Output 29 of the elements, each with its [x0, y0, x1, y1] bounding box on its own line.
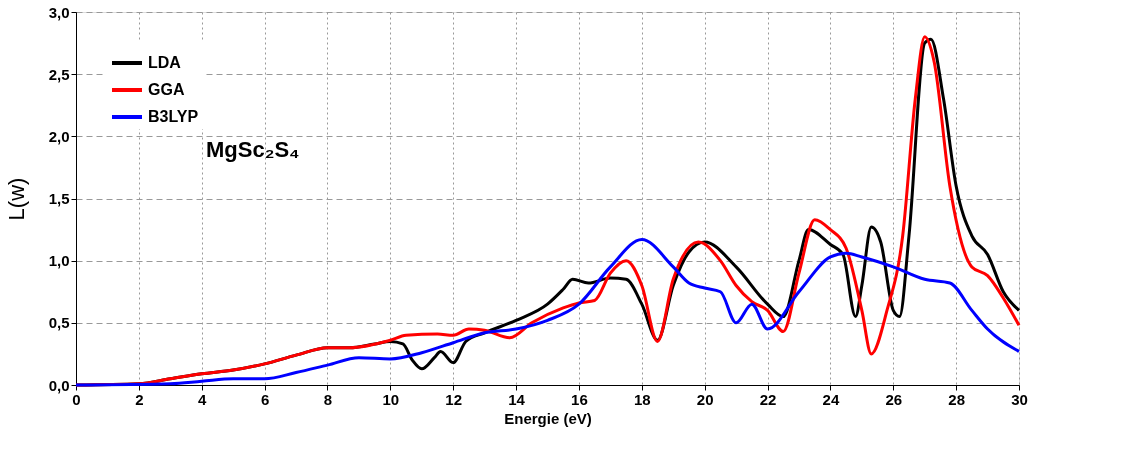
y-tick-label: 3,0 [48, 3, 70, 21]
x-tick-label: 8 [323, 390, 333, 408]
y-tick-label: 2,5 [48, 65, 70, 83]
legend-label: GGA [148, 81, 185, 98]
y-axis-title: L(w) [3, 177, 29, 221]
y-tick-label: 0,5 [48, 314, 70, 332]
x-tick-label: 16 [571, 390, 588, 408]
x-tick-label: 2 [135, 390, 144, 408]
x-tick-label: 22 [759, 390, 777, 408]
legend-label: LDA [148, 54, 182, 71]
x-tick-label: 30 [1011, 390, 1028, 408]
y-tick-label: 1,5 [48, 190, 70, 207]
x-tick-label: 6 [260, 390, 270, 408]
x-tick-label: 24 [822, 390, 840, 408]
x-tick-label: 20 [696, 390, 714, 408]
legend-label: B3LYP [148, 108, 199, 125]
y-tick-label: 1,0 [48, 252, 70, 270]
x-tick-label: 14 [508, 390, 526, 408]
x-tick-label: 4 [198, 390, 208, 408]
x-tick-label: 26 [885, 390, 903, 408]
y-tick-label: 0,0 [48, 376, 70, 394]
x-axis-title: Energie (eV) [504, 409, 592, 427]
x-tick-label: 10 [382, 390, 400, 408]
x-tick-label: 0 [72, 390, 81, 408]
x-tick-label: 12 [445, 390, 463, 408]
annotation: MgSc₂S₄ [206, 137, 300, 162]
x-tick-label: 18 [633, 390, 651, 408]
y-tick-label: 2,0 [48, 127, 70, 145]
x-tick-label: 28 [948, 390, 965, 408]
